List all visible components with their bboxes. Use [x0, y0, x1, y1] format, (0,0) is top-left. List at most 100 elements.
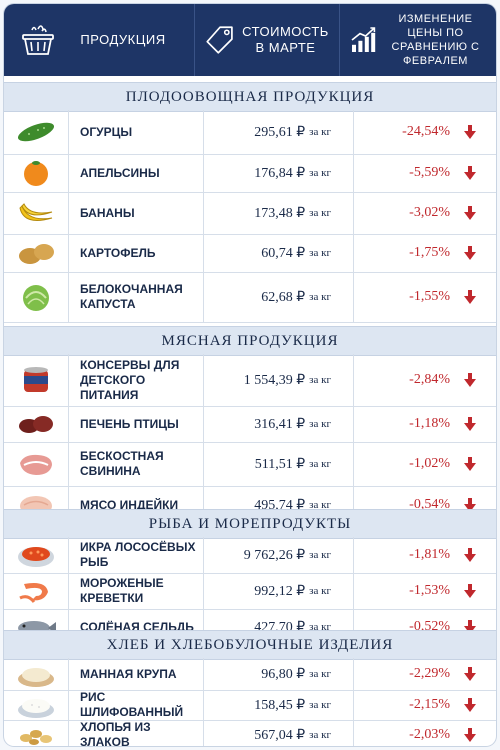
price-cell: 176,84 ₽ за кг: [204, 154, 354, 192]
product-icon-cell: [4, 272, 69, 322]
table-row: Мороженые креветки 992,12 ₽ за кг -1,53%: [4, 573, 496, 610]
change-percent: -3,02%: [409, 205, 450, 220]
price-value: 511,51 ₽: [254, 456, 306, 472]
change-cell: -1,53%: [354, 573, 496, 609]
header-change-label: Изменение цены по сравнению с февралем: [391, 13, 480, 67]
price-unit: за кг: [309, 549, 331, 561]
arrow-down-icon: [464, 246, 476, 260]
price-unit: за кг: [309, 291, 331, 303]
product-icon-cell: [4, 192, 69, 234]
price-table: Продукция Стоимость в марте Изменение це…: [4, 4, 496, 746]
price-unit: за кг: [309, 207, 331, 219]
growth-chart-icon: [351, 27, 376, 52]
price-unit: за кг: [309, 418, 331, 430]
change-percent: -5,59%: [409, 165, 450, 180]
red-caviar-icon: [18, 547, 54, 567]
cucumber-icon: [17, 122, 55, 142]
basket-icon: [22, 25, 54, 55]
change-percent: -2,15%: [409, 697, 450, 712]
orange-icon: [24, 161, 48, 186]
arrow-down-icon: [464, 417, 476, 431]
arrow-down-icon: [464, 548, 476, 562]
canned-food-icon: [24, 367, 48, 392]
price-cell: 173,48 ₽ за кг: [204, 192, 354, 234]
potato-icon: [19, 244, 54, 264]
product-icon-cell: [4, 720, 69, 746]
table-header: Продукция Стоимость в марте Изменение це…: [4, 4, 496, 76]
product-icon-cell: [4, 537, 69, 573]
table-row: Апельсины 176,84 ₽ за кг -5,59%: [4, 154, 496, 193]
arrow-down-icon: [464, 206, 476, 220]
section-title: Рыба и морепродукты: [4, 509, 496, 539]
price-unit: за кг: [309, 668, 331, 680]
table-row: Икра лососёвых рыб 9 762,26 ₽ за кг -1,81%: [4, 537, 496, 574]
shrimp-icon: [19, 583, 48, 603]
arrow-down-icon: [464, 166, 476, 180]
table-row: Хлопья из злаков 567,04 ₽ за кг -2,03%: [4, 720, 496, 746]
price-value: 1 554,39 ₽: [243, 372, 306, 388]
change-cell: -1,18%: [354, 406, 496, 442]
change-cell: -5,59%: [354, 154, 496, 192]
arrow-down-icon: [464, 290, 476, 304]
price-value: 96,80 ₽: [261, 666, 306, 682]
product-name: Апельсины: [68, 154, 204, 192]
price-cell: 511,51 ₽ за кг: [204, 442, 354, 486]
table-row: Бескостная свинина 511,51 ₽ за кг -1,02%: [4, 442, 496, 487]
product-name: Консервы для детского питания: [68, 354, 204, 406]
price-cell: 158,45 ₽ за кг: [204, 690, 354, 720]
price-value: 173,48 ₽: [254, 205, 306, 221]
change-cell: -2,29%: [354, 658, 496, 690]
product-name: Хлопья из злаков: [68, 720, 204, 746]
banana-icon: [19, 203, 53, 221]
price-cell: 60,74 ₽ за кг: [204, 234, 354, 272]
price-value: 316,41 ₽: [254, 416, 306, 432]
product-name: Мясо индейки: [68, 486, 204, 524]
change-cell: -2,15%: [354, 690, 496, 720]
product-name: Икра лососёвых рыб: [68, 537, 204, 573]
change-percent: -1,55%: [409, 289, 450, 304]
product-name: Рис шлифованный: [68, 690, 204, 720]
table-row: Картофель 60,74 ₽ за кг -1,75%: [4, 234, 496, 273]
header-products-label: Продукция: [80, 32, 166, 47]
price-unit: за кг: [309, 585, 331, 597]
header-cost: Стоимость в марте: [194, 4, 340, 76]
table-row: Огурцы 295,61 ₽ за кг -24,54%: [4, 110, 496, 155]
product-icon-cell: [4, 442, 69, 486]
price-cell: 62,68 ₽ за кг: [204, 272, 354, 322]
cabbage-icon: [23, 285, 49, 311]
price-value: 62,68 ₽: [261, 289, 306, 305]
arrow-down-icon: [464, 498, 476, 512]
table-row: Рис шлифованный 158,45 ₽ за кг -2,15%: [4, 690, 496, 721]
price-cell: 316,41 ₽ за кг: [204, 406, 354, 442]
section-title: Хлеб и хлебобулочные изделия: [4, 630, 496, 660]
change-percent: -1,18%: [409, 416, 450, 431]
arrow-down-icon: [464, 125, 476, 139]
price-unit: за кг: [309, 126, 331, 138]
change-cell: -1,75%: [354, 234, 496, 272]
price-value: 158,45 ₽: [254, 697, 306, 713]
product-name: Печень птицы: [68, 406, 204, 442]
change-percent: -0,54%: [409, 497, 450, 512]
arrow-down-icon: [464, 584, 476, 598]
table-row: Консервы для детского питания 1 554,39 ₽ з…: [4, 354, 496, 407]
product-icon-cell: [4, 354, 69, 406]
change-percent: -24,54%: [402, 124, 450, 139]
arrow-down-icon: [464, 728, 476, 742]
price-value: 567,04 ₽: [254, 727, 306, 743]
table-row: Бананы 173,48 ₽ за кг -3,02%: [4, 192, 496, 235]
pork-icon: [20, 454, 52, 475]
table-row: Манная крупа 96,80 ₽ за кг -2,29%: [4, 658, 496, 691]
change-percent: -1,75%: [409, 245, 450, 260]
price-value: 60,74 ₽: [261, 245, 306, 261]
price-unit: за кг: [309, 167, 331, 179]
product-name: Мороженые креветки: [68, 573, 204, 609]
change-percent: -1,81%: [409, 547, 450, 562]
product-name: Бананы: [68, 192, 204, 234]
price-cell: 495,74 ₽ за кг: [204, 486, 354, 524]
semolina-icon: [18, 668, 54, 687]
price-unit: за кг: [309, 247, 331, 259]
change-cell: -2,84%: [354, 354, 496, 406]
product-name: Манная крупа: [68, 658, 204, 690]
change-cell: -3,02%: [354, 192, 496, 234]
table-row: Белокочанная капуста 62,68 ₽ за кг -1,55%: [4, 272, 496, 323]
